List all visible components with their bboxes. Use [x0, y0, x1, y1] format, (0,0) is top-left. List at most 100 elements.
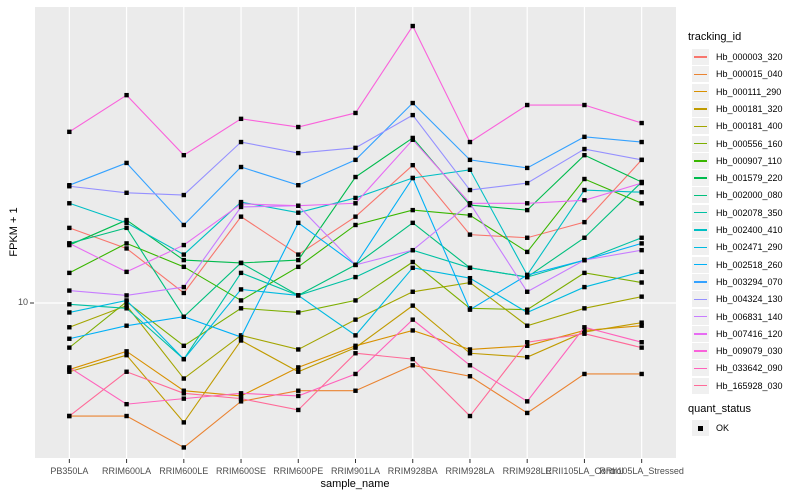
- data-point: [67, 302, 72, 307]
- data-point: [639, 201, 644, 206]
- data-point: [524, 235, 530, 240]
- data-point: [639, 294, 644, 299]
- data-point: [467, 201, 473, 206]
- data-point: [181, 343, 187, 349]
- legend-entry: Hb_165928_030: [692, 377, 783, 394]
- data-point: [353, 110, 358, 116]
- data-point: [238, 306, 244, 311]
- legend-key: [692, 100, 709, 117]
- legend-key: [692, 325, 709, 342]
- data-point: [524, 102, 530, 108]
- data-point: [524, 340, 530, 345]
- data-point: [67, 270, 72, 276]
- data-point: [582, 152, 587, 158]
- series-color-line-icon: [694, 142, 707, 145]
- data-point: [410, 137, 415, 142]
- data-point: [238, 260, 244, 266]
- legend-entry-label: Hb_000015_040: [716, 69, 783, 80]
- data-point: [410, 112, 415, 118]
- legend-key: [692, 135, 709, 152]
- quant-ok-key: [692, 420, 709, 436]
- series-color-line-icon: [694, 350, 707, 352]
- data-point: [524, 399, 530, 404]
- data-point: [353, 157, 358, 163]
- data-point: [124, 246, 129, 251]
- data-point: [296, 257, 301, 263]
- legend-entry: Hb_000003_320: [692, 49, 783, 65]
- data-point: [467, 187, 473, 193]
- data-point: [181, 222, 187, 228]
- data-point: [353, 371, 358, 377]
- data-point: [181, 396, 187, 401]
- data-point: [467, 413, 473, 419]
- data-point: [124, 92, 129, 98]
- x-tick-label: RRIM928BA: [387, 466, 438, 476]
- legend-entry-label: Hb_009079_030: [716, 346, 783, 357]
- data-point: [67, 365, 72, 370]
- data-point: [353, 317, 358, 322]
- data-point: [124, 349, 129, 354]
- legend-entry-quant-ok: OK: [692, 420, 729, 436]
- legend-entry-label: Hb_007416_120: [716, 328, 783, 339]
- data-point: [410, 220, 415, 226]
- data-point: [410, 289, 415, 294]
- data-point: [582, 257, 587, 263]
- data-point: [296, 264, 301, 270]
- data-point: [410, 100, 415, 106]
- data-point: [238, 164, 244, 170]
- data-point: [124, 401, 129, 407]
- data-point: [296, 365, 301, 370]
- data-point: [582, 331, 587, 336]
- data-point: [296, 310, 301, 315]
- data-point: [181, 257, 187, 263]
- data-point: [639, 190, 644, 195]
- data-point: [410, 328, 415, 333]
- data-point: [467, 351, 473, 356]
- data-point: [238, 201, 244, 207]
- legend-key: [692, 239, 709, 256]
- legend-entry: Hb_002000_080: [692, 187, 783, 204]
- legend-key: [692, 256, 709, 273]
- x-tick-label: RRIM928LA: [445, 466, 495, 476]
- data-point: [181, 356, 187, 362]
- data-point: [410, 162, 415, 168]
- data-point: [353, 274, 358, 280]
- legend-entry-label: Hb_165928_030: [716, 380, 783, 391]
- x-tick-label: RRIM600PE: [273, 466, 324, 476]
- series-color-line-icon: [694, 177, 707, 179]
- data-point: [524, 272, 530, 278]
- legend-entry-label: Hb_000111_290: [716, 86, 782, 97]
- data-point: [238, 338, 244, 343]
- data-point: [467, 232, 473, 237]
- data-point: [124, 241, 129, 246]
- legend-entry-label: Hb_002078_350: [716, 207, 783, 218]
- data-point: [410, 317, 415, 322]
- black-square-marker-icon: [698, 425, 703, 431]
- legend-key: [692, 360, 709, 377]
- legend-entry: Hb_000181_320: [692, 100, 783, 117]
- legend-entry-label: Hb_002518_260: [716, 259, 783, 270]
- data-point: [524, 310, 530, 315]
- data-point: [582, 371, 587, 377]
- data-point: [639, 340, 644, 345]
- data-point: [67, 345, 72, 350]
- data-point: [524, 307, 530, 312]
- data-point: [238, 393, 244, 399]
- data-point: [353, 333, 358, 338]
- data-point: [67, 241, 72, 246]
- legend-entry-label: Hb_003294_070: [716, 276, 783, 287]
- series-color-line-icon: [694, 281, 707, 283]
- data-point: [410, 259, 415, 265]
- data-point: [353, 222, 358, 228]
- legend-entry: Hb_002400_410: [692, 222, 783, 238]
- data-point: [582, 176, 587, 182]
- legend-entry: Hb_009079_030: [692, 343, 783, 360]
- data-point: [181, 192, 187, 198]
- data-point: [410, 303, 415, 308]
- legend-entry: Hb_000111_290: [692, 83, 782, 100]
- legend-key: [692, 83, 709, 100]
- data-point: [353, 174, 358, 180]
- data-point: [124, 306, 129, 311]
- legend-entry-label: Hb_000181_320: [716, 103, 783, 114]
- data-point: [238, 396, 244, 401]
